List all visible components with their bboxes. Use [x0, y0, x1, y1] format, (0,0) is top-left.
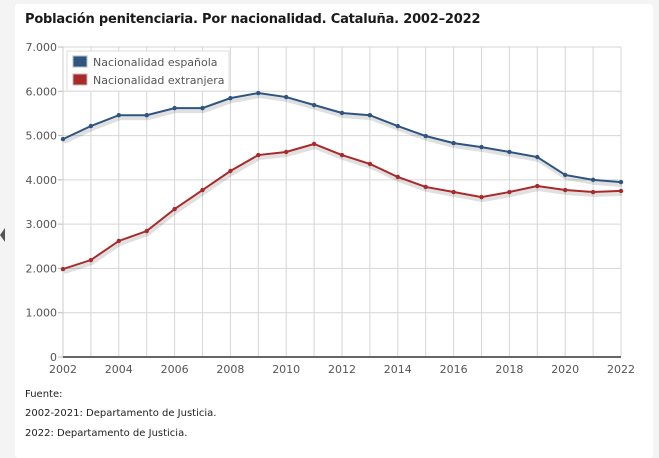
y-tick-label: 4.000	[26, 174, 58, 187]
source-heading: Fuente:	[25, 389, 63, 400]
data-point	[395, 123, 400, 129]
data-point	[618, 188, 624, 194]
y-axis: 0 1.000 2.000 3.000 4.000 5.000 6.000 7.000	[26, 41, 64, 364]
x-tick-label: 2016	[440, 363, 468, 376]
data-point	[60, 136, 66, 142]
chart-title: Población penitenciaria. Por nacionalida…	[25, 12, 481, 27]
data-point	[535, 154, 540, 160]
data-point	[451, 189, 456, 195]
data-point	[200, 105, 205, 111]
y-tick-label: 7.000	[26, 41, 58, 54]
data-point	[339, 110, 345, 116]
data-point	[451, 140, 456, 146]
data-point	[116, 238, 122, 244]
x-tick-label: 2018	[495, 363, 523, 376]
source-line: 2022: Departamento de Justicia.	[25, 428, 188, 439]
data-point	[507, 149, 512, 155]
legend-label: Nacionalidad extranjera	[93, 74, 225, 87]
data-point	[311, 102, 317, 108]
data-point	[618, 179, 624, 185]
series-shadow	[63, 144, 623, 274]
x-tick-label: 2008	[216, 363, 244, 376]
legend-swatch	[72, 55, 88, 68]
x-tick-label: 2002	[49, 363, 77, 376]
legend-swatch	[72, 73, 88, 86]
x-axis: 2002 2004 2006 2008 2010 2012 2014 2016 2018 2020…	[49, 356, 635, 376]
data-point	[256, 152, 261, 158]
y-tick-label: 3.000	[26, 218, 58, 231]
collapse-arrow-icon[interactable]	[0, 228, 5, 242]
legend: Nacionalidad española Nacionalidad extran…	[66, 50, 230, 92]
data-point	[116, 113, 122, 118]
data-point	[256, 90, 261, 96]
data-point	[339, 152, 345, 158]
x-tick-label: 2010	[272, 363, 300, 376]
data-point	[367, 161, 373, 167]
x-tick-label: 2012	[328, 363, 356, 376]
series-group	[60, 90, 624, 274]
data-point	[479, 194, 484, 200]
data-point	[423, 184, 428, 190]
data-point	[88, 123, 94, 129]
data-point	[284, 149, 289, 155]
data-point	[144, 228, 149, 234]
data-point	[367, 113, 373, 118]
legend-box	[66, 50, 230, 92]
data-point	[228, 95, 233, 101]
y-tick-label: 0	[50, 351, 57, 364]
data-point	[144, 113, 149, 118]
data-point	[172, 206, 177, 212]
data-point	[228, 168, 233, 174]
data-point	[60, 266, 66, 272]
y-tick-label: 6.000	[26, 85, 58, 98]
data-point	[172, 105, 177, 111]
data-point	[535, 183, 540, 189]
x-tick-label: 2020	[551, 363, 579, 376]
data-point	[88, 257, 94, 263]
x-tick-label: 2006	[161, 363, 189, 376]
data-point	[423, 133, 428, 139]
data-point	[479, 144, 484, 150]
x-tick-label: 2014	[384, 363, 412, 376]
series-shadow	[63, 94, 623, 188]
source-line: 2002-2021: Departamento de Justicia.	[25, 408, 217, 419]
data-point	[590, 189, 596, 195]
grid	[62, 46, 622, 357]
data-point	[311, 141, 317, 147]
data-point	[507, 189, 512, 195]
data-point	[200, 187, 205, 193]
x-tick-label: 2004	[105, 363, 133, 376]
y-tick-label: 2.000	[26, 262, 58, 275]
data-point	[590, 177, 596, 183]
x-tick-label: 2022	[607, 363, 635, 376]
y-tick-label: 5.000	[26, 130, 58, 143]
y-tick-label: 1.000	[26, 307, 58, 320]
data-point	[284, 94, 289, 100]
data-point	[563, 187, 568, 193]
legend-label: Nacionalidad española	[93, 56, 218, 69]
data-point	[395, 174, 400, 180]
data-point	[563, 172, 568, 178]
